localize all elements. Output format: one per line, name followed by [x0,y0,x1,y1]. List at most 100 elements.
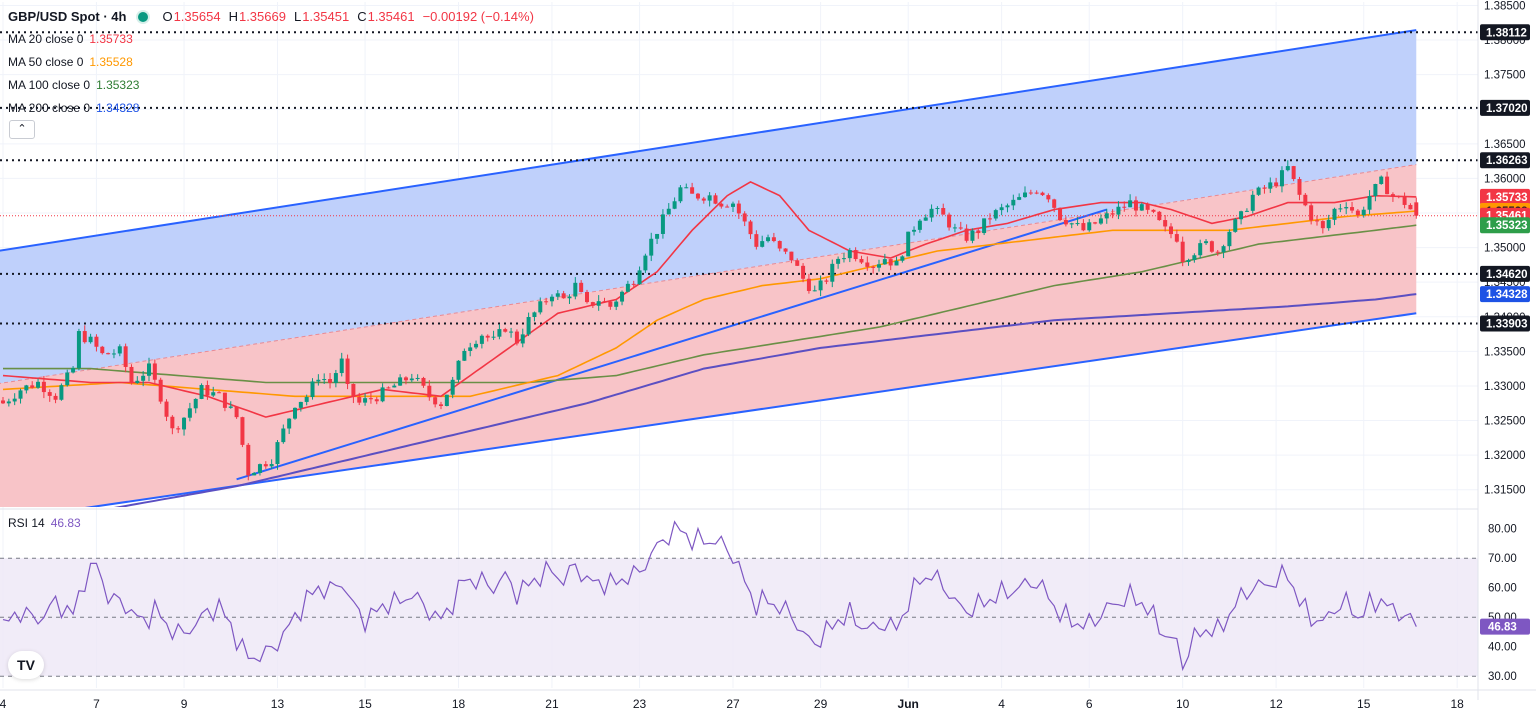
candle-body [415,377,420,379]
candle-body [760,241,765,247]
candle-body [12,398,17,402]
ma50-legend[interactable]: MA 50 close 0 1.35528 [8,55,133,69]
candle-body [970,230,975,241]
candle-body [368,398,373,400]
candle-body [147,363,151,376]
time-tick-label: 9 [181,697,188,711]
candle-body [1414,202,1419,216]
low-value: 1.35451 [302,9,350,24]
ma100-legend[interactable]: MA 100 close 0 1.35323 [8,78,139,92]
price-tick-label: 1.33500 [1484,346,1526,358]
candle-body [193,398,198,409]
ma20-legend[interactable]: MA 20 close 0 1.35733 [8,32,133,46]
price-tick-label: 1.31500 [1484,485,1526,497]
candle-body [328,379,333,383]
price-tick-label: 1.38500 [1484,0,1526,12]
candle-body [246,444,251,476]
candle-body [363,398,368,403]
symbol-title[interactable]: GBP/USD Spot · 4h [8,9,127,24]
candle-body [783,248,788,252]
collapse-legend-button[interactable]: ⌃ [9,120,35,139]
candle-body [532,312,537,318]
rsi-tick-label: 40.00 [1488,642,1517,654]
candle-body [1274,182,1279,187]
candle-body [1174,234,1179,242]
candle-body [713,195,718,204]
price-badge [1480,99,1530,116]
candle-body [836,258,841,264]
candle-body [386,387,391,389]
tradingview-logo[interactable]: TV [8,651,44,679]
candle-body [287,418,292,429]
candle-body [1198,243,1203,256]
candle-body [1028,192,1033,194]
candle-body [1040,192,1045,196]
candle-body [1291,166,1296,180]
candles [1,160,1419,481]
logo-text: TV [17,657,35,673]
candle-body [263,464,268,467]
ma50-line [2,210,1417,398]
candle-body [1069,223,1074,225]
candle-body [719,203,724,207]
candle-body [1058,207,1063,221]
candle-body [999,207,1004,211]
price-tick-label: 1.37500 [1484,70,1526,82]
candle-body [585,291,589,303]
candle-body [947,214,952,228]
rsi-legend[interactable]: RSI 14 46.83 [8,516,81,530]
candle-body [88,336,93,343]
ma200-value: 1.34328 [96,101,140,115]
candle-body [1355,210,1360,216]
candle-body [771,237,776,242]
candle-body [678,187,683,202]
rsi-tick-label: 70.00 [1488,553,1517,565]
close-label: C [357,9,367,24]
candle-body [748,221,753,235]
candle-body [707,195,712,201]
candle-body [725,206,730,208]
candle-body [684,187,689,189]
candle-body [94,336,99,347]
price-badge [1480,188,1530,205]
candle-body [1344,207,1349,209]
candle-body [906,231,911,257]
candle-body [1256,187,1261,195]
time-tick-label: 13 [271,697,285,711]
candle-body [701,198,706,201]
candle-body [1075,223,1080,225]
candle-body [503,329,508,332]
time-tick-label: 6 [1086,697,1093,711]
candle-body [1169,226,1173,235]
ma100-label: MA 100 close 0 [8,78,91,92]
candle-body [958,227,963,229]
candle-body [76,331,81,369]
candle-body [351,383,356,397]
channel-lower-fill [0,164,1417,507]
candle-body [18,390,23,399]
candle-body [1098,218,1103,224]
price-tick-label: 1.32000 [1484,450,1526,462]
candle-body [228,406,233,408]
candle-body [579,282,584,292]
candle-body [777,241,782,249]
candle-body [217,392,222,394]
price-badge-text: 1.34328 [1486,289,1528,301]
time-tick-label: 4 [0,697,7,711]
rsi-line [2,520,1417,672]
candle-body [1110,213,1115,215]
candle-body [211,392,216,396]
candle-body [888,259,893,266]
time-tick-label: Jun [898,697,919,711]
candle-body [71,368,76,373]
candle-body [818,280,823,291]
price-badge-text: 1.36263 [1486,155,1528,167]
candle-body [1005,205,1010,208]
ma200-legend[interactable]: MA 200 close 0 1.34328 [8,101,139,115]
ma200-label: MA 200 close 0 [8,101,91,115]
candle-body [158,379,163,402]
candle-body [573,282,578,297]
candle-body [1297,179,1302,195]
candle-body [1133,200,1138,211]
